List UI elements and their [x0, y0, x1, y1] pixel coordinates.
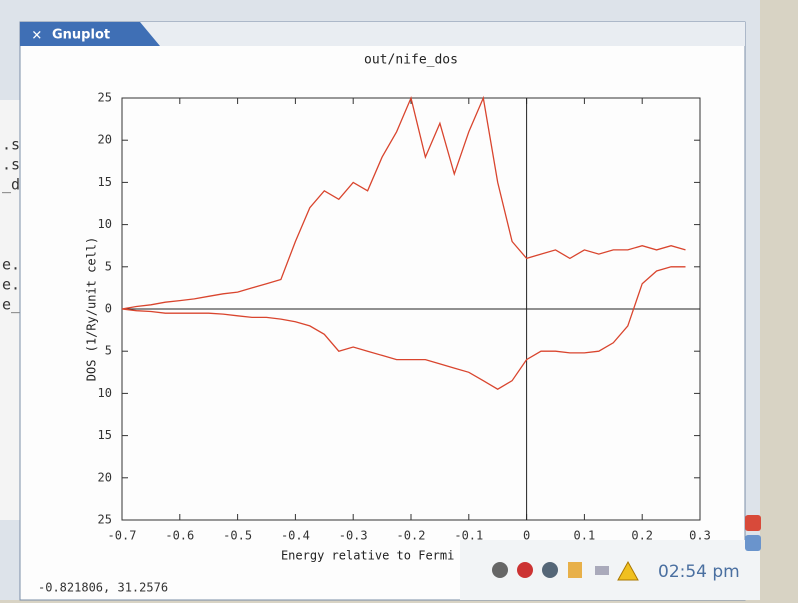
y-tick-label: 5 — [105, 344, 112, 358]
y-tick-label: 10 — [98, 386, 112, 400]
close-x[interactable]: ✕ — [32, 25, 42, 44]
y-tick-label: 20 — [98, 133, 112, 147]
dos-line — [121, 95, 686, 310]
tray-icon[interactable] — [568, 562, 582, 578]
y-axis-label: DOS (1/Ry/unit cell) — [85, 237, 99, 382]
dos-line — [121, 266, 686, 390]
x-tick-label: 0.2 — [631, 529, 653, 543]
x-tick-label: 0.3 — [689, 529, 711, 543]
desktop-button[interactable] — [745, 535, 761, 551]
tray-icon[interactable] — [595, 566, 609, 575]
x-tick-label: -0.5 — [223, 529, 252, 543]
x-tick-label: -0.1 — [454, 529, 483, 543]
y-tick-label: 0 — [105, 302, 112, 316]
x-tick-label: -0.3 — [339, 529, 368, 543]
y-tick-label: 25 — [98, 91, 112, 105]
terminal-line: _d — [2, 176, 20, 194]
x-tick-label: -0.6 — [165, 529, 194, 543]
x-tick-label: 0 — [523, 529, 530, 543]
y-tick-label: 25 — [98, 513, 112, 527]
y-tick-label: 20 — [98, 470, 112, 484]
terminal-line: .s — [2, 136, 20, 154]
warning-icon[interactable] — [617, 560, 639, 581]
power-button[interactable] — [745, 515, 761, 531]
x-tick-label: -0.4 — [281, 529, 310, 543]
window-title: Gnuplot — [52, 28, 110, 43]
title-tab — [20, 22, 160, 46]
clock: 02:54 pm — [658, 562, 740, 582]
y-tick-label: 15 — [98, 175, 112, 189]
gnuplot-window — [19, 21, 746, 601]
y-tick-label: 5 — [105, 259, 112, 273]
terminal-line: .s — [2, 156, 20, 174]
y-tick-label: 15 — [98, 428, 112, 442]
tray-icon[interactable] — [517, 562, 533, 578]
tray-icon[interactable] — [542, 562, 558, 578]
x-tick-label: -0.2 — [397, 529, 426, 543]
y-tick-label: 10 — [98, 217, 112, 231]
x-tick-label: 0.1 — [574, 529, 596, 543]
status-coordinates: -0.821806, 31.2576 — [38, 581, 168, 595]
x-tick-label: -0.7 — [108, 529, 137, 543]
taskbar — [460, 540, 760, 600]
chart-title: out/nife_dos — [364, 53, 458, 68]
tray-icon[interactable] — [492, 562, 508, 578]
